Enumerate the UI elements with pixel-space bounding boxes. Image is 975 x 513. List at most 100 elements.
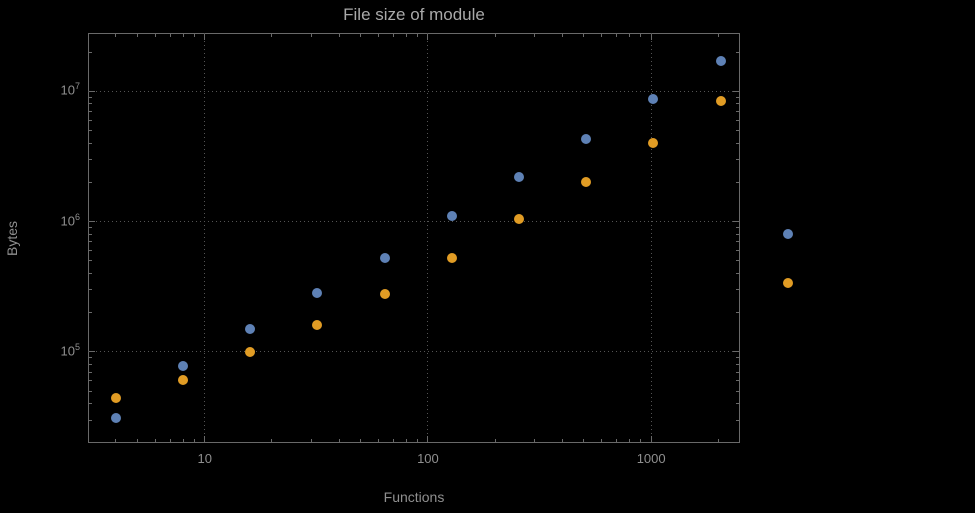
tick-mark — [89, 96, 92, 98]
data-point-orange-series — [245, 346, 256, 357]
tick-mark — [154, 439, 156, 442]
data-point-orange-series — [446, 252, 457, 263]
data-point-blue-series — [648, 94, 659, 105]
tick-mark — [717, 34, 719, 37]
data-point-blue-series — [312, 287, 323, 298]
x-gridline — [204, 33, 206, 443]
y-gridline — [88, 90, 740, 92]
tick-mark — [733, 221, 739, 223]
tick-mark — [115, 439, 117, 442]
tick-mark — [89, 250, 92, 251]
tick-mark — [137, 439, 139, 442]
tick-mark — [736, 371, 739, 373]
tick-mark — [601, 34, 603, 37]
tick-mark — [89, 419, 92, 421]
tick-mark — [736, 289, 739, 291]
tick-mark — [533, 439, 535, 442]
tick-mark — [736, 364, 739, 366]
data-point-blue-series — [514, 171, 525, 182]
tick-mark — [338, 34, 340, 37]
tick-mark — [494, 34, 496, 37]
tick-mark — [616, 34, 618, 37]
tick-mark — [154, 34, 156, 37]
tick-mark — [629, 439, 631, 442]
tick-mark — [89, 380, 92, 382]
tick-mark — [89, 142, 92, 144]
tick-mark — [733, 90, 739, 92]
y-gridline — [88, 351, 740, 353]
tick-mark — [89, 272, 92, 274]
tick-mark — [640, 439, 642, 442]
tick-mark — [736, 51, 739, 53]
tick-mark — [89, 260, 92, 262]
tick-mark — [182, 439, 184, 442]
data-point-orange-series — [110, 393, 121, 404]
tick-mark — [89, 371, 92, 373]
tick-mark — [736, 158, 739, 160]
tick-mark — [89, 403, 92, 405]
y-gridline — [88, 221, 740, 223]
tick-mark — [204, 34, 206, 40]
tick-mark — [736, 181, 739, 183]
data-point-blue-series — [110, 413, 121, 424]
tick-mark — [427, 436, 429, 442]
tick-mark — [194, 439, 195, 442]
tick-mark — [601, 439, 603, 442]
tick-mark — [561, 439, 563, 442]
data-point-orange-series — [715, 96, 726, 107]
tick-mark — [169, 439, 171, 442]
tick-mark — [736, 103, 739, 105]
tick-mark — [115, 34, 117, 37]
tick-mark — [736, 272, 739, 274]
plot-frame — [88, 33, 740, 443]
tick-mark — [89, 130, 92, 131]
y-tick-label: 106 — [60, 211, 80, 228]
tick-mark — [194, 34, 195, 37]
tick-mark — [89, 364, 92, 366]
tick-mark — [310, 439, 312, 442]
data-point-orange-series — [782, 277, 793, 288]
tick-mark — [392, 439, 394, 442]
data-point-orange-series — [312, 320, 323, 331]
x-tick-label: 10 — [197, 451, 212, 466]
tick-mark — [89, 158, 92, 160]
tick-mark — [494, 439, 496, 442]
data-point-orange-series — [581, 177, 592, 188]
tick-mark — [377, 439, 379, 442]
tick-mark — [89, 312, 92, 314]
tick-mark — [736, 390, 739, 392]
tick-mark — [736, 96, 739, 98]
tick-mark — [736, 119, 739, 121]
tick-mark — [360, 34, 362, 37]
tick-mark — [182, 34, 184, 37]
tick-mark — [650, 34, 652, 40]
tick-mark — [736, 130, 739, 131]
tick-mark — [736, 357, 739, 359]
y-axis-label: Bytes — [4, 220, 20, 256]
tick-mark — [89, 357, 92, 359]
tick-mark — [89, 227, 92, 229]
tick-mark — [89, 119, 92, 121]
tick-mark — [271, 34, 273, 37]
tick-mark — [169, 34, 171, 37]
tick-mark — [89, 221, 95, 223]
data-point-orange-series — [379, 288, 390, 299]
tick-mark — [736, 142, 739, 144]
tick-mark — [89, 289, 92, 291]
tick-mark — [89, 110, 92, 112]
tick-mark — [736, 419, 739, 421]
tick-mark — [533, 34, 535, 37]
tick-mark — [650, 436, 652, 442]
data-point-orange-series — [514, 213, 525, 224]
tick-mark — [736, 403, 739, 405]
tick-mark — [310, 34, 312, 37]
tick-mark — [338, 439, 340, 442]
tick-mark — [736, 380, 739, 382]
tick-mark — [405, 34, 407, 37]
data-point-blue-series — [446, 211, 457, 222]
tick-mark — [736, 260, 739, 262]
tick-mark — [89, 90, 95, 92]
tick-mark — [89, 233, 92, 235]
tick-mark — [736, 241, 739, 243]
